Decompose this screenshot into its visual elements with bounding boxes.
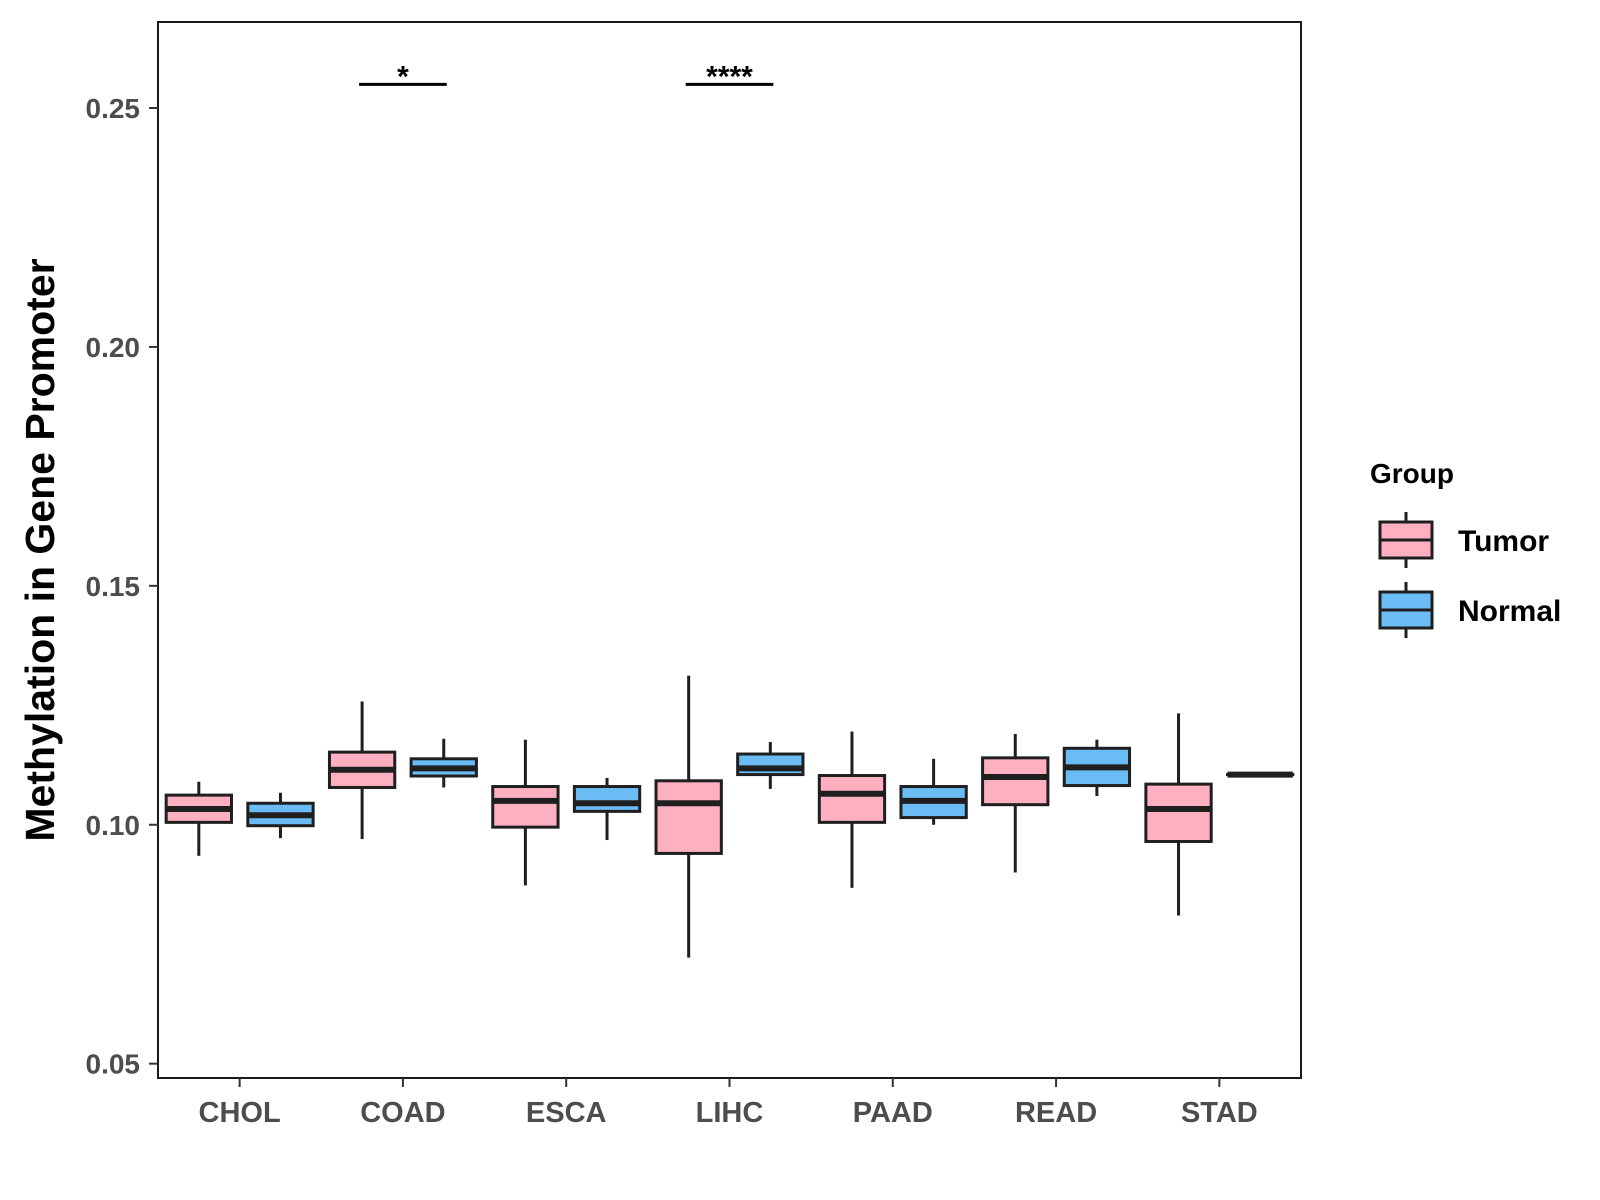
x-tick-label: PAAD [853, 1097, 933, 1129]
box-tumor-coad [327, 701, 397, 840]
box-tumor-stad [1144, 713, 1213, 916]
box-tumor-chol [164, 781, 233, 856]
legend: Group Tumor Normal [1370, 458, 1561, 638]
y-tick-label: 0.20 [86, 332, 141, 363]
box-normal-chol [246, 792, 315, 839]
box-normal-coad [409, 738, 478, 788]
y-tick-label: 0.25 [86, 93, 141, 124]
box-body [654, 779, 723, 855]
y-axis: 0.05 0.10 0.15 0.20 0.25 [86, 93, 158, 1080]
box-tumor-esca [491, 739, 560, 886]
legend-title: Group [1370, 458, 1454, 489]
box-body [817, 774, 887, 824]
legend-item-tumor: Tumor [1378, 512, 1549, 568]
y-axis-title: Methylation in Gene Promoter [17, 258, 63, 841]
box-tumor-read [981, 733, 1050, 873]
box-normal-read [1062, 739, 1132, 797]
x-tick-label: ESCA [526, 1097, 607, 1129]
y-tick-label: 0.15 [86, 571, 141, 602]
box-normal-lihc [736, 742, 805, 789]
x-tick-label: COAD [360, 1097, 445, 1129]
box-body [1144, 782, 1213, 843]
box-body [491, 785, 560, 829]
box-body [981, 756, 1050, 807]
box-normal-paad [899, 758, 968, 825]
plot-panel [157, 21, 1302, 1079]
significance-label: * [397, 60, 409, 93]
box-tumor-lihc [654, 675, 723, 958]
box-tumor-paad [817, 731, 887, 888]
legend-item-label: Normal [1458, 595, 1561, 628]
x-tick-label: CHOL [199, 1097, 281, 1129]
x-tick-label: READ [1015, 1097, 1097, 1129]
x-axis: CHOL COAD ESCA LIHC PAAD READ STAD [199, 1078, 1258, 1129]
legend-item-label: Tumor [1458, 525, 1549, 558]
box-normal-esca [572, 777, 642, 841]
significance-label: **** [706, 60, 753, 93]
box-body [736, 752, 805, 777]
legend-item-normal: Normal [1378, 582, 1561, 638]
significance-annotations: * **** [359, 60, 774, 93]
y-tick-label: 0.10 [86, 810, 141, 841]
box-body [572, 785, 642, 813]
x-tick-label: LIHC [696, 1097, 764, 1129]
y-tick-label: 0.05 [86, 1049, 141, 1080]
box-series [164, 675, 1295, 958]
x-tick-label: STAD [1181, 1097, 1258, 1129]
legend-items: Tumor Normal [1378, 512, 1561, 638]
